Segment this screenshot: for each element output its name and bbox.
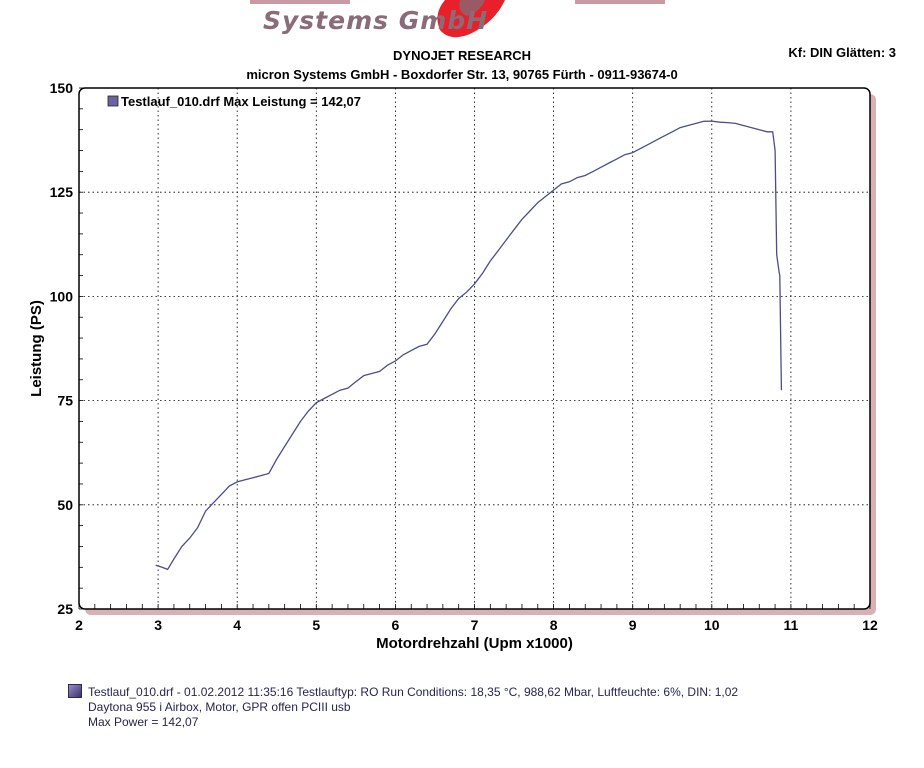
logo-top-stroke [250,0,350,4]
x-axis-label: Motordrehzahl (Upm x1000) [376,635,573,652]
legend-label: Testlauf_010.drf Max Leistung = 142,07 [121,94,361,109]
logo-dark-accent [459,0,485,16]
run-conditions: Testlauf_010.drf - 01.02.2012 11:35:16 T… [88,685,739,699]
y-axis-ticks: 25 50 75 100 125 150 [50,80,74,617]
logo-red-swoosh [437,0,505,38]
minor-ticks [78,87,871,610]
x-tick-label: 8 [550,617,558,633]
y-tick-label: 100 [50,288,74,304]
x-tick-label: 6 [392,617,400,633]
x-axis-ticks: 2 3 4 5 6 7 8 9 10 11 12 [75,617,878,633]
dyno-chart: 2 3 4 5 6 7 8 9 10 11 12 25 50 75 100 125 150 Testlauf_… [28,80,878,652]
plot-frame [78,87,871,610]
x-tick-label: 7 [471,617,479,633]
vehicle-description: Daytona 955 i Airbox, Motor, GPR offen P… [88,700,351,714]
run-info: Testlauf_010.drf - 01.02.2012 11:35:16 T… [68,684,738,730]
y-tick-label: 25 [57,601,73,617]
y-tick-label: 75 [57,393,73,409]
report-title: DYNOJET RESEARCH [393,48,531,63]
settings-label: Kf: DIN Glätten: 3 [788,45,896,60]
y-axis-label: Leistung (PS) [28,300,45,397]
logo-top-stroke-right [575,0,665,4]
y-tick-label: 150 [50,80,74,96]
company-logo: Systems GmbH [245,0,665,42]
x-tick-label: 12 [862,617,878,633]
logo-graphic [250,0,665,38]
x-tick-label: 3 [154,617,162,633]
y-tick-label: 125 [50,184,74,200]
x-tick-label: 9 [629,617,637,633]
max-power: Max Power = 142,07 [88,715,199,729]
series-line-power [155,120,783,571]
legend-swatch [107,95,119,107]
y-tick-label: 50 [57,497,73,513]
x-tick-label: 10 [704,617,720,633]
logo-text: Systems GmbH [263,6,489,35]
run-swatch [68,684,82,698]
x-tick-label: 5 [312,617,320,633]
x-tick-label: 2 [75,617,83,633]
report-subtitle: micron Systems GmbH - Boxdorfer Str. 13,… [246,67,678,82]
x-tick-label: 11 [783,617,798,633]
x-tick-label: 4 [233,617,241,633]
